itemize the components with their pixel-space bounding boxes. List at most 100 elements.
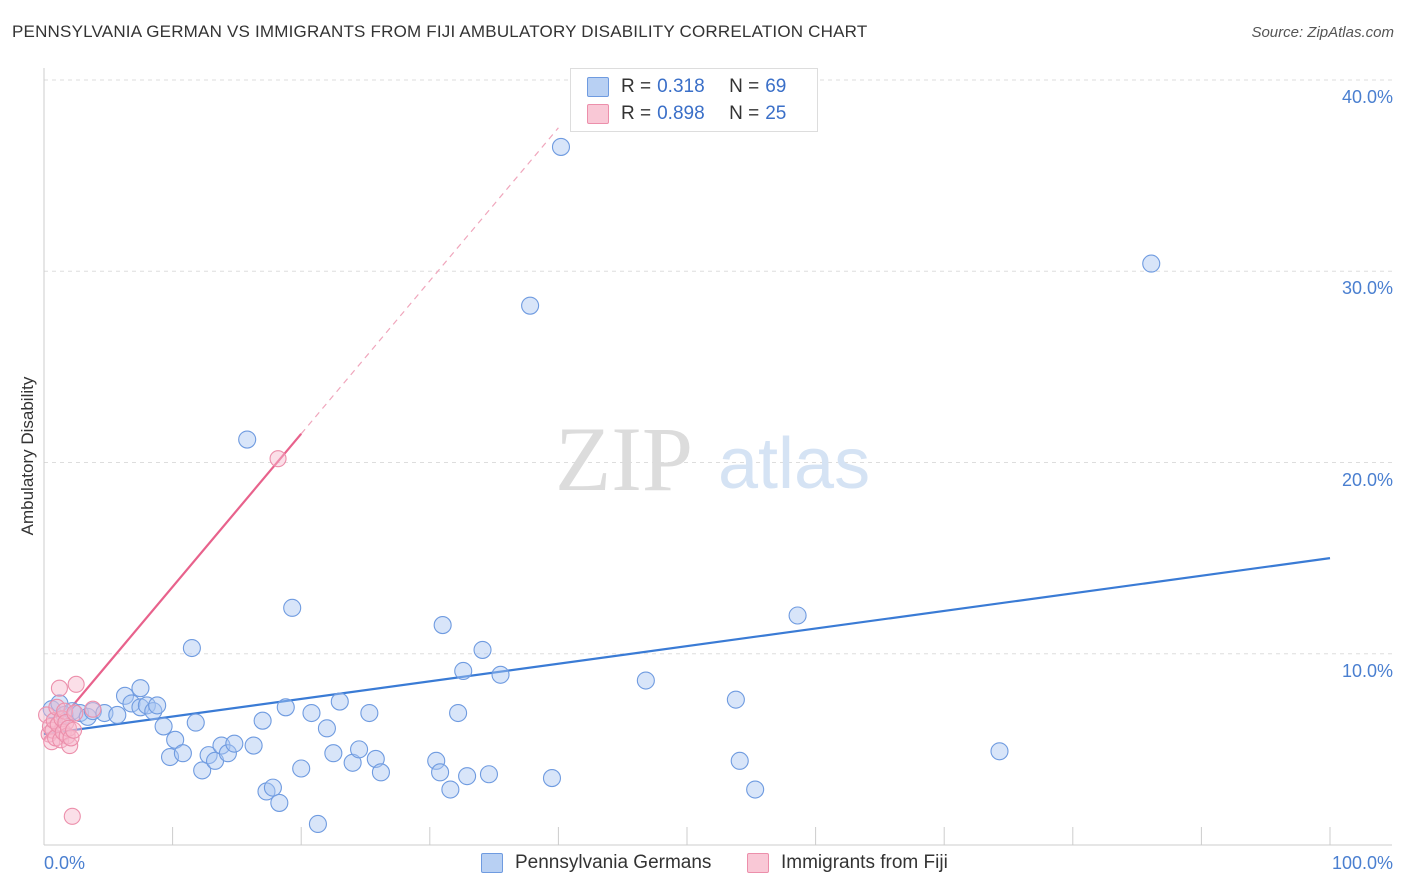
data-point-pennsylvania-germans <box>371 763 390 782</box>
legend-row-immigrants-from-fiji: R = 0.898 N = 25 <box>587 102 786 126</box>
source-label: Source: ZipAtlas.com <box>1251 24 1394 41</box>
data-point-pennsylvania-germans <box>449 703 468 723</box>
data-point-pennsylvania-germans <box>225 734 244 753</box>
legend-r-label: R = <box>621 103 652 124</box>
y-tick-labels: 10.0% 20.0% 30.0% 40.0% <box>1342 87 1393 681</box>
legend-n-value: 25 <box>765 103 787 124</box>
data-point-pennsylvania-germans <box>292 759 311 778</box>
trend-line-pennsylvania-germans <box>43 557 1331 736</box>
legend-n-label: N = <box>729 103 760 124</box>
data-point-pennsylvania-germans <box>283 598 302 617</box>
data-point-pennsylvania-germans <box>244 736 263 755</box>
data-point-immigrants-from-fiji <box>63 807 81 825</box>
data-point-pennsylvania-germans <box>433 616 452 635</box>
data-point-pennsylvania-germans <box>454 661 473 681</box>
data-point-immigrants-from-fiji <box>65 721 83 739</box>
data-point-pennsylvania-germans <box>788 606 807 625</box>
legend-row-pennsylvania-germans: R = 0.318 N = 69 <box>587 75 786 99</box>
data-point-pennsylvania-germans <box>122 694 141 713</box>
data-point-pennsylvania-germans <box>263 778 282 797</box>
data-point-pennsylvania-germans <box>730 751 749 770</box>
data-point-pennsylvania-germans <box>276 698 295 717</box>
data-point-pennsylvania-germans <box>330 692 349 711</box>
data-point-pennsylvania-germans <box>551 137 571 156</box>
data-point-pennsylvania-germans <box>542 769 562 788</box>
data-point-pennsylvania-germans <box>360 703 379 723</box>
data-point-pennsylvania-germans <box>270 793 289 812</box>
data-point-pennsylvania-germans <box>148 696 167 715</box>
x-tick-label-min: 0.0% <box>44 853 85 873</box>
data-point-pennsylvania-germans <box>491 665 510 684</box>
grid-lines <box>44 79 1392 655</box>
data-point-pennsylvania-germans <box>431 763 450 782</box>
chart-title: PENNSYLVANIA GERMAN VS IMMIGRANTS FROM F… <box>12 22 868 41</box>
legend-r-value: 0.898 <box>657 103 705 124</box>
data-point-pennsylvania-germans <box>173 744 192 763</box>
data-point-pennsylvania-germans <box>166 730 185 749</box>
watermark: ZIP atlas <box>555 408 870 510</box>
data-point-pennsylvania-germans <box>186 713 205 732</box>
trend-line-fiji-extension <box>300 127 559 435</box>
legend-swatch-pink <box>587 104 609 124</box>
data-point-pennsylvania-germans <box>473 640 492 659</box>
y-tick-label: 40.0% <box>1342 87 1393 107</box>
legend-swatch-pink <box>747 853 769 873</box>
data-point-immigrants-from-fiji <box>50 679 68 697</box>
data-point-pennsylvania-germans <box>182 638 201 658</box>
data-point-pennsylvania-germans <box>458 767 477 786</box>
data-point-immigrants-from-fiji <box>67 675 85 693</box>
data-point-pennsylvania-germans <box>366 749 385 768</box>
correlation-legend: R = 0.318 N = 69 R = 0.898 N = 25 <box>570 68 818 132</box>
data-point-pennsylvania-germans <box>746 780 765 799</box>
legend-n-value: 69 <box>765 76 787 97</box>
legend-item-immigrants-from-fiji: Immigrants from Fiji <box>747 852 948 874</box>
series-legend: Pennsylvania Germans Immigrants from Fij… <box>0 852 1406 878</box>
x-tick-marks <box>172 827 1331 845</box>
data-point-pennsylvania-germans <box>324 744 343 763</box>
data-point-pennsylvania-germans <box>1142 254 1161 273</box>
y-tick-label: 30.0% <box>1342 278 1393 298</box>
data-point-pennsylvania-germans <box>115 686 135 705</box>
data-point-pennsylvania-germans <box>350 740 369 759</box>
data-point-pennsylvania-germans <box>131 679 150 698</box>
data-point-pennsylvania-germans <box>427 751 446 770</box>
legend-item-pennsylvania-germans: Pennsylvania Germans <box>481 852 711 874</box>
data-point-pennsylvania-germans <box>726 690 745 709</box>
trend-line-immigrants-from-fiji <box>43 433 303 741</box>
legend-r-value: 0.318 <box>657 76 705 97</box>
data-point-pennsylvania-germans <box>521 296 540 315</box>
data-point-immigrants-from-fiji <box>66 704 84 722</box>
data-point-pennsylvania-germans <box>253 711 272 730</box>
x-tick-labels: 0.0% 100.0% <box>44 853 1393 873</box>
legend-n-label: N = <box>729 76 760 97</box>
data-point-pennsylvania-germans <box>302 703 321 723</box>
watermark-atlas: atlas <box>718 424 870 504</box>
legend-swatch-blue <box>481 853 503 873</box>
data-point-pennsylvania-germans <box>193 761 212 780</box>
data-point-pennsylvania-germans <box>308 814 327 834</box>
data-point-pennsylvania-germans <box>990 742 1009 761</box>
data-point-immigrants-from-fiji <box>84 700 102 718</box>
data-point-pennsylvania-germans <box>108 705 127 725</box>
data-point-pennsylvania-germans <box>218 744 237 763</box>
data-point-pennsylvania-germans <box>154 717 173 736</box>
series-immigrants-from-fiji <box>38 450 287 825</box>
data-point-immigrants-from-fiji <box>269 450 287 468</box>
data-point-pennsylvania-germans <box>479 765 499 784</box>
legend-item-label: Immigrants from Fiji <box>781 852 948 873</box>
axes <box>43 68 1392 846</box>
legend-r-label: R = <box>621 76 652 97</box>
y-tick-label: 10.0% <box>1342 661 1393 681</box>
legend-swatch-blue <box>587 77 609 97</box>
data-point-pennsylvania-germans <box>238 430 257 449</box>
series-pennsylvania-germans <box>42 137 1161 834</box>
trend-lines <box>43 127 1331 741</box>
data-point-pennsylvania-germans <box>317 719 336 738</box>
legend-item-label: Pennsylvania Germans <box>515 852 712 873</box>
x-tick-label-max: 100.0% <box>1332 853 1393 873</box>
watermark-zip: ZIP <box>555 408 693 510</box>
data-point-pennsylvania-germans <box>636 671 655 690</box>
y-tick-label: 20.0% <box>1342 470 1393 490</box>
data-point-pennsylvania-germans <box>441 780 460 799</box>
